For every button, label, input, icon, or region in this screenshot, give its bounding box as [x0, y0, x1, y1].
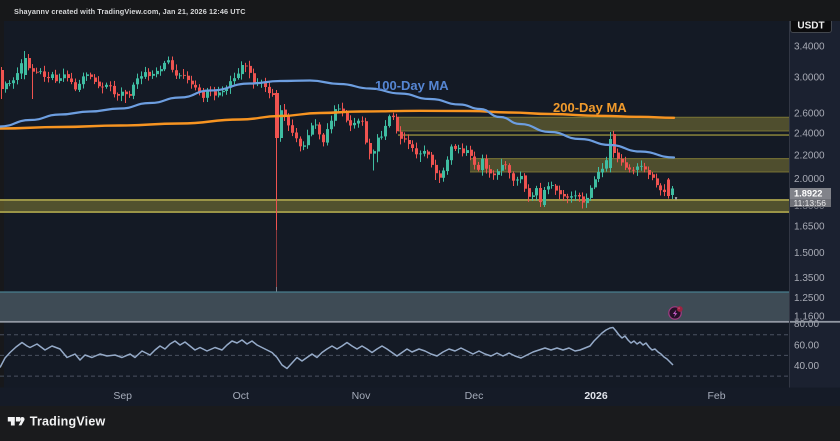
svg-text:2.2000: 2.2000: [794, 151, 825, 162]
svg-text:Shayannv created with TradingV: Shayannv created with TradingView.com, J…: [14, 7, 246, 16]
svg-text:1.2500: 1.2500: [794, 293, 825, 304]
svg-text:1.1600: 1.1600: [794, 311, 825, 322]
svg-text:100-Day MA: 100-Day MA: [375, 78, 449, 93]
svg-text:11:13:56: 11:13:56: [794, 198, 827, 208]
svg-text:80.00: 80.00: [794, 319, 819, 330]
svg-text:40.00: 40.00: [794, 361, 819, 372]
svg-text:Oct: Oct: [233, 390, 249, 402]
svg-text:3.4000: 3.4000: [794, 42, 825, 53]
svg-text:2.4000: 2.4000: [794, 129, 825, 140]
svg-text:2026: 2026: [584, 390, 608, 402]
svg-text:2.6000: 2.6000: [794, 109, 825, 120]
svg-text:1.5000: 1.5000: [794, 248, 825, 259]
svg-text:USDT: USDT: [797, 21, 824, 32]
svg-text:1.3500: 1.3500: [794, 273, 825, 284]
svg-text:1.8922: 1.8922: [794, 189, 822, 199]
svg-text:2.0000: 2.0000: [794, 174, 825, 185]
svg-text:60.00: 60.00: [794, 341, 819, 352]
svg-text:TradingView: TradingView: [30, 415, 106, 429]
svg-text:1.6500: 1.6500: [794, 222, 825, 233]
svg-text:Feb: Feb: [707, 390, 725, 402]
svg-text:Dec: Dec: [465, 390, 484, 402]
svg-text:3.0000: 3.0000: [794, 73, 825, 84]
svg-text:200-Day MA: 200-Day MA: [553, 100, 627, 115]
svg-text:Nov: Nov: [352, 390, 371, 402]
svg-text:Sep: Sep: [113, 390, 132, 402]
